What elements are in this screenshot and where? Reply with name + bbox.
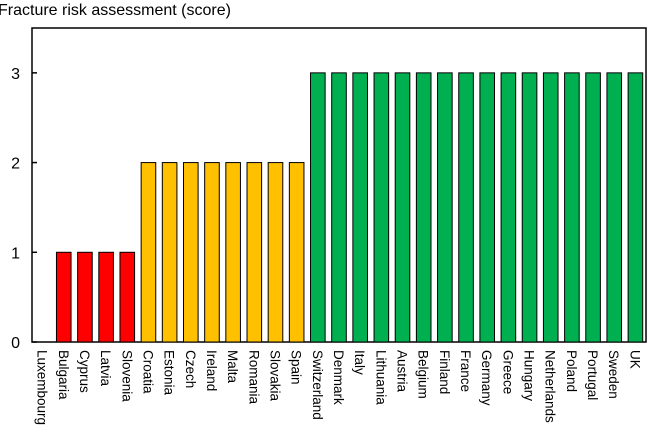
bar-finland (437, 72, 453, 343)
x-tick-label: Slovenia (119, 350, 134, 402)
y-axis: 0 1 2 3 (11, 66, 37, 352)
bar-slovenia (119, 251, 136, 343)
x-tick-label: Netherlands (543, 350, 558, 423)
bar-malta (225, 162, 241, 343)
x-tick-label: Germany (479, 350, 494, 406)
bar-france (458, 72, 474, 343)
bar-austria (394, 72, 411, 343)
x-tick-label: France (458, 350, 473, 392)
x-tick-label: Belgium (416, 350, 431, 399)
x-tick-label: Finland (437, 350, 452, 394)
x-tick-label: Sweden (606, 350, 621, 399)
bar-spain (288, 162, 305, 343)
x-tick-label: Ireland (204, 350, 219, 391)
bar-denmark (331, 72, 347, 343)
x-tick-label: Malta (225, 350, 240, 384)
x-tick-label: Spain (289, 350, 304, 385)
bar-czech (182, 162, 199, 343)
bar-hungary (521, 72, 538, 343)
x-tick-label: Hungary (522, 350, 537, 401)
bar-estonia (161, 162, 178, 343)
bar-romania (246, 162, 263, 343)
bar-ireland (204, 162, 220, 343)
bar-uk (627, 72, 644, 343)
x-tick-label: Portugal (585, 350, 600, 400)
bar-netherlands (542, 72, 559, 343)
x-tick-label: Austria (395, 350, 410, 393)
y-tick-label: 1 (11, 245, 20, 262)
bar-lithuania (373, 72, 390, 343)
y-tick-label: 0 (11, 335, 20, 352)
bars (55, 72, 644, 343)
x-tick-label: Denmark (331, 350, 346, 405)
bar-italy (352, 72, 368, 343)
x-tick-label: Italy (352, 350, 367, 375)
chart-title: Fracture risk assessment (score) (0, 2, 231, 19)
bar-belgium (415, 72, 432, 343)
x-tick-label: Greece (500, 350, 515, 394)
x-tick-label: Poland (564, 350, 579, 392)
bar-sweden (606, 72, 623, 343)
bar-bulgaria (55, 251, 72, 343)
bar-switzerland (310, 72, 326, 343)
x-tick-label: Romania (246, 350, 261, 405)
y-tick-label: 2 (11, 156, 20, 173)
bar-greece (500, 72, 517, 343)
y-tick-label: 3 (11, 66, 20, 83)
x-tick-label: Bulgaria (56, 350, 71, 400)
bar-germany (479, 72, 496, 343)
x-tick-label: Slovakia (267, 350, 282, 402)
bar-cyprus (77, 251, 93, 343)
bar-croatia (140, 162, 157, 343)
x-tick-label: Estonia (162, 350, 177, 396)
x-tick-label: Lithuania (373, 350, 388, 405)
x-tick-label: Croatia (140, 350, 155, 394)
x-tick-label: UK (627, 350, 642, 369)
x-tick-label: Luxembourg (35, 350, 50, 425)
x-tick-label: Latvia (98, 350, 113, 387)
x-axis-labels: Luxembourg Bulgaria Cyprus Latvia Slovenia Cr… (35, 350, 643, 425)
x-tick-label: Cyprus (77, 350, 92, 393)
bar-latvia (98, 251, 114, 343)
x-tick-label: Czech (183, 350, 198, 388)
bar-poland (564, 72, 580, 343)
x-tick-label: Switzerland (310, 350, 325, 420)
bar-slovakia (267, 162, 284, 343)
bar-portugal (585, 72, 601, 343)
